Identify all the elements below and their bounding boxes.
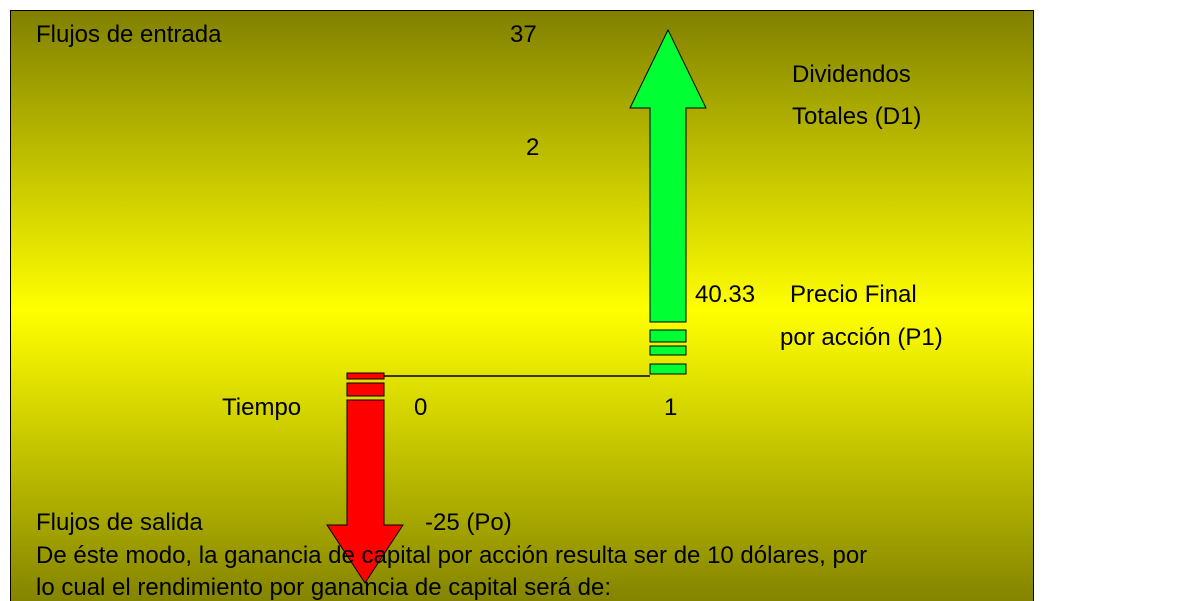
- dividends-label: Dividendos: [792, 61, 911, 88]
- arrow-segment: [346, 372, 385, 380]
- arrow-segment: [346, 382, 385, 397]
- final-price-value: 40.33: [695, 281, 755, 308]
- arrow-segment: [649, 329, 687, 343]
- final-price-label: por acción (P1): [780, 324, 943, 351]
- inflow-arrow: [629, 28, 707, 375]
- arrow-up: [629, 28, 707, 323]
- outflow-arrow: [326, 372, 404, 584]
- background-panel: [10, 10, 1034, 601]
- arrow-segment: [649, 345, 687, 356]
- time-tick: 1: [664, 394, 677, 421]
- final-price-label: Precio Final: [790, 281, 917, 308]
- time-label: Tiempo: [222, 394, 301, 421]
- paragraph-line: De éste modo, la ganancia de capital por…: [36, 542, 867, 569]
- arrow-segment: [649, 363, 687, 375]
- time-tick: 0: [414, 394, 427, 421]
- dividends-label: Totales (D1): [792, 103, 921, 130]
- inflow-total: 37: [510, 21, 537, 48]
- inflows-label: Flujos de entrada: [36, 21, 222, 48]
- outflows-label: Flujos de salida: [36, 509, 203, 536]
- dividend-value: 2: [526, 134, 539, 161]
- arrow-down: [326, 399, 404, 584]
- outflow-value: -25 (Po): [425, 509, 512, 536]
- paragraph-line: lo cual el rendimiento por ganancia de c…: [36, 574, 611, 601]
